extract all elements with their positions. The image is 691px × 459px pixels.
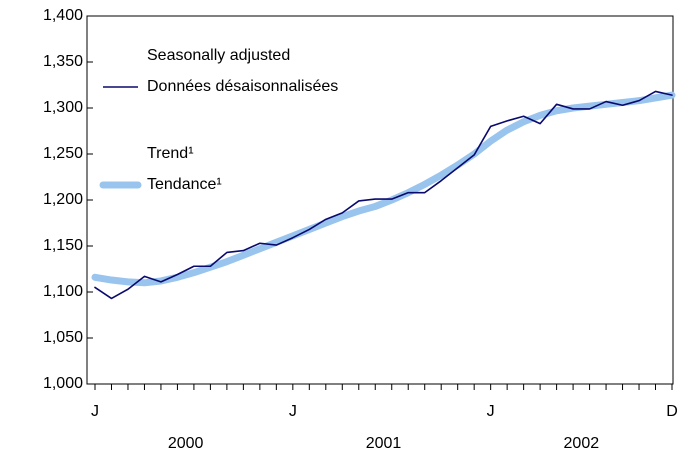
group-label: 2001 bbox=[366, 435, 402, 452]
legend-label: Tendance¹ bbox=[147, 176, 222, 193]
group-label: 2002 bbox=[564, 435, 600, 452]
x-tick-label: J bbox=[289, 403, 297, 420]
group-label: 2000 bbox=[168, 435, 204, 452]
y-tick-label: 1,100 bbox=[43, 283, 83, 300]
y-tick-label: 1,400 bbox=[43, 7, 83, 24]
y-tick-label: 1,300 bbox=[43, 99, 83, 116]
series-line bbox=[94, 90, 673, 300]
x-tick-label: D bbox=[666, 403, 678, 420]
x-tick-label: J bbox=[487, 403, 495, 420]
plot-frame bbox=[86, 15, 674, 385]
legend-label: Données désaisonnalisées bbox=[147, 78, 338, 95]
legend-label: Trend¹ bbox=[147, 145, 194, 162]
y-tick-label: 1,150 bbox=[43, 237, 83, 254]
y-tick-label: 1,000 bbox=[43, 375, 83, 392]
y-tick-label: 1,200 bbox=[43, 191, 83, 208]
y-tick-label: 1,050 bbox=[43, 329, 83, 346]
y-tick-label: 1,250 bbox=[43, 145, 83, 162]
legend-label: Seasonally adjusted bbox=[147, 47, 290, 64]
series-line bbox=[91, 91, 676, 287]
y-tick-label: 1,350 bbox=[43, 53, 83, 70]
x-tick-label: J bbox=[91, 403, 99, 420]
